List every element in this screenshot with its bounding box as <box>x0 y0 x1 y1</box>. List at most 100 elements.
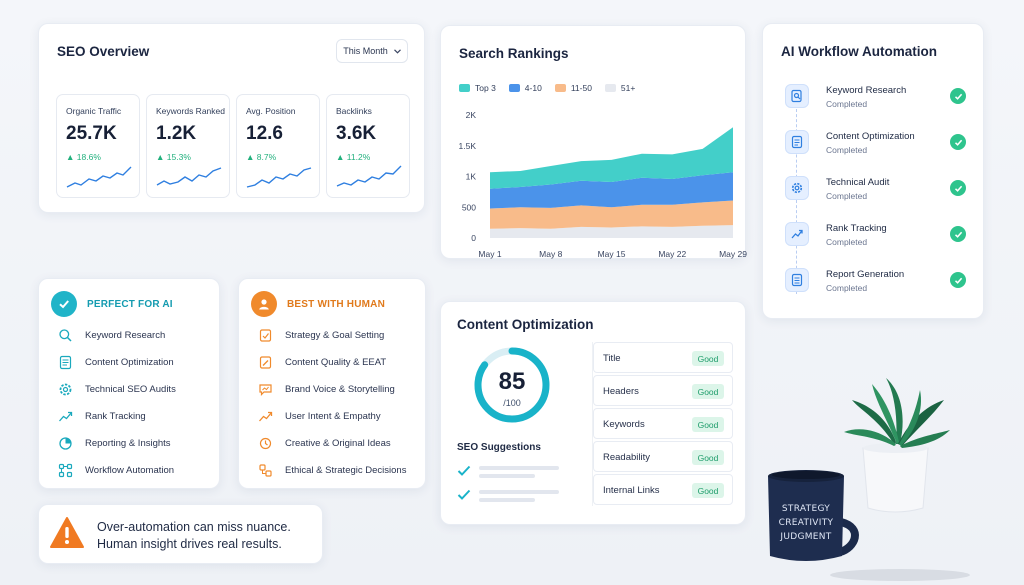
sparkline-icon <box>66 166 132 188</box>
suggestion-placeholder-line <box>479 474 535 478</box>
content-optimization-title: Content Optimization <box>457 317 594 332</box>
metric-label: Keywords Ranked <box>156 106 225 116</box>
warning-line-2: Human insight drives real results. <box>97 537 282 551</box>
factor-row-readability[interactable]: Readability Good <box>593 441 733 472</box>
warning-triangle-icon <box>50 517 84 548</box>
y-tick-label: 500 <box>462 202 476 212</box>
edit-document-icon <box>257 354 273 370</box>
checkmark-icon <box>457 465 471 476</box>
scales-icon <box>257 462 273 478</box>
strategy-icon <box>257 327 273 343</box>
metric-label: Backlinks <box>336 106 372 116</box>
sparkline-icon <box>246 167 312 188</box>
metric-avg-position[interactable]: Avg. Position 12.6 ▲ 8.7% <box>236 94 320 198</box>
metric-label: Avg. Position <box>246 106 296 116</box>
factor-name: Readability <box>603 452 650 463</box>
workflow-step-status: Completed <box>826 145 868 155</box>
workflow-step-rank-tracking[interactable]: Rank Tracking Completed <box>785 222 975 252</box>
x-tick-label: May 8 <box>539 249 562 259</box>
perfect-for-ai-header: PERFECT FOR AI <box>51 291 173 317</box>
metric-change: ▲ 8.7% <box>246 152 277 162</box>
y-tick-label: 0 <box>471 233 476 243</box>
best-with-human-header: BEST WITH HUMAN <box>251 291 385 317</box>
list-item: Rank Tracking <box>57 408 146 424</box>
metric-organic-traffic[interactable]: Organic Traffic 25.7K ▲ 18.6% <box>56 94 140 198</box>
user-icon <box>251 291 277 317</box>
list-item: Ethical & Strategic Decisions <box>257 462 406 478</box>
workflow-step-name: Report Generation <box>826 269 905 280</box>
metric-value: 3.6K <box>336 123 377 144</box>
factor-row-headers[interactable]: Headers Good <box>593 375 733 406</box>
workflow-step-content-optimization[interactable]: Content Optimization Completed <box>785 130 975 160</box>
checkmark-icon <box>457 489 471 500</box>
pie-chart-icon <box>57 435 73 451</box>
list-item: Keyword Research <box>57 327 165 343</box>
suggestion-placeholder-line <box>479 498 535 502</box>
status-badge: Good <box>692 417 724 432</box>
x-tick-label: May 15 <box>598 249 626 259</box>
best-with-human-heading: BEST WITH HUMAN <box>287 298 385 310</box>
perfect-for-ai-card: PERFECT FOR AI Keyword Research Content … <box>38 278 220 489</box>
seo-overview-title: SEO Overview <box>57 44 150 59</box>
plant-icon <box>844 378 950 513</box>
list-item: Creative & Original Ideas <box>257 435 391 451</box>
search-rankings-title: Search Rankings <box>459 46 569 61</box>
score-max: /100 <box>503 398 521 408</box>
seo-suggestions-title: SEO Suggestions <box>457 442 541 453</box>
check-icon <box>950 180 966 196</box>
area-series-11-50 <box>490 200 733 229</box>
warning-text: Over-automation can miss nuance. Human i… <box>97 519 291 553</box>
score-value: 85 <box>498 368 526 395</box>
period-dropdown[interactable]: This Month <box>336 39 408 63</box>
workflow-step-keyword-research[interactable]: Keyword Research Completed <box>785 84 975 114</box>
metric-keywords-ranked[interactable]: Keywords Ranked 1.2K ▲ 15.3% <box>146 94 230 198</box>
y-tick-label: 2K <box>466 110 477 120</box>
period-label: This Month <box>343 46 388 56</box>
score-gauge: 85 /100 <box>473 346 551 424</box>
workflow-step-status: Completed <box>826 283 868 293</box>
check-icon <box>950 272 966 288</box>
check-circle-icon <box>51 291 77 317</box>
x-tick-label: May 22 <box>658 249 686 259</box>
metric-change: ▲ 18.6% <box>66 152 101 162</box>
metric-backlinks[interactable]: Backlinks 3.6K ▲ 11.2% <box>326 94 410 198</box>
area-series-51- <box>490 225 733 238</box>
area-series-4-10 <box>490 172 733 209</box>
workflow-step-technical-audit[interactable]: Technical Audit Completed <box>785 176 975 206</box>
list-item: Strategy & Goal Setting <box>257 327 384 343</box>
check-icon <box>950 134 966 150</box>
factor-list: Title Good Headers Good Keywords Good Re… <box>592 342 734 506</box>
mug-text-line-1: STRATEGY <box>782 504 830 514</box>
score-ring <box>474 347 550 423</box>
workflow-icon <box>57 462 73 478</box>
list-item: User Intent & Empathy <box>257 408 381 424</box>
list-item: Reporting & Insights <box>57 435 171 451</box>
list-item: Workflow Automation <box>57 462 174 478</box>
check-icon <box>950 226 966 242</box>
legend-item-4-10: 4-10 <box>508 83 542 93</box>
search-rankings-card: Search Rankings Top 3 4-10 11-50 51+ 2K 1… <box>440 25 748 259</box>
mug-text-line-3: JUDGMENT <box>779 532 831 542</box>
trend-up-icon <box>785 222 809 246</box>
trend-up-icon <box>57 408 73 424</box>
metric-change: ▲ 11.2% <box>336 152 371 162</box>
check-icon <box>950 88 966 104</box>
workflow-step-status: Completed <box>826 191 868 201</box>
factor-row-internal-links[interactable]: Internal Links Good <box>593 474 733 505</box>
metric-value: 1.2K <box>156 123 197 144</box>
x-tick-label: May 1 <box>478 249 501 259</box>
factor-row-keywords[interactable]: Keywords Good <box>593 408 733 439</box>
factor-name: Keywords <box>603 419 645 430</box>
mug-text-line-2: CREATIVITY <box>779 518 834 528</box>
chat-bubble-icon <box>257 381 273 397</box>
factor-row-title[interactable]: Title Good <box>593 342 733 373</box>
workflow-step-report-generation[interactable]: Report Generation Completed <box>785 268 975 298</box>
suggestion-placeholder-line <box>479 466 559 470</box>
seo-overview-card: SEO Overview This Month Organic Traffic … <box>38 23 425 213</box>
content-optimization-card: Content Optimization 85 /100 SEO Suggest… <box>440 301 746 525</box>
suggestion-placeholder-line <box>479 490 559 494</box>
workflow-step-name: Content Optimization <box>826 131 915 142</box>
status-badge: Good <box>692 450 724 465</box>
workflow-step-status: Completed <box>826 237 868 247</box>
